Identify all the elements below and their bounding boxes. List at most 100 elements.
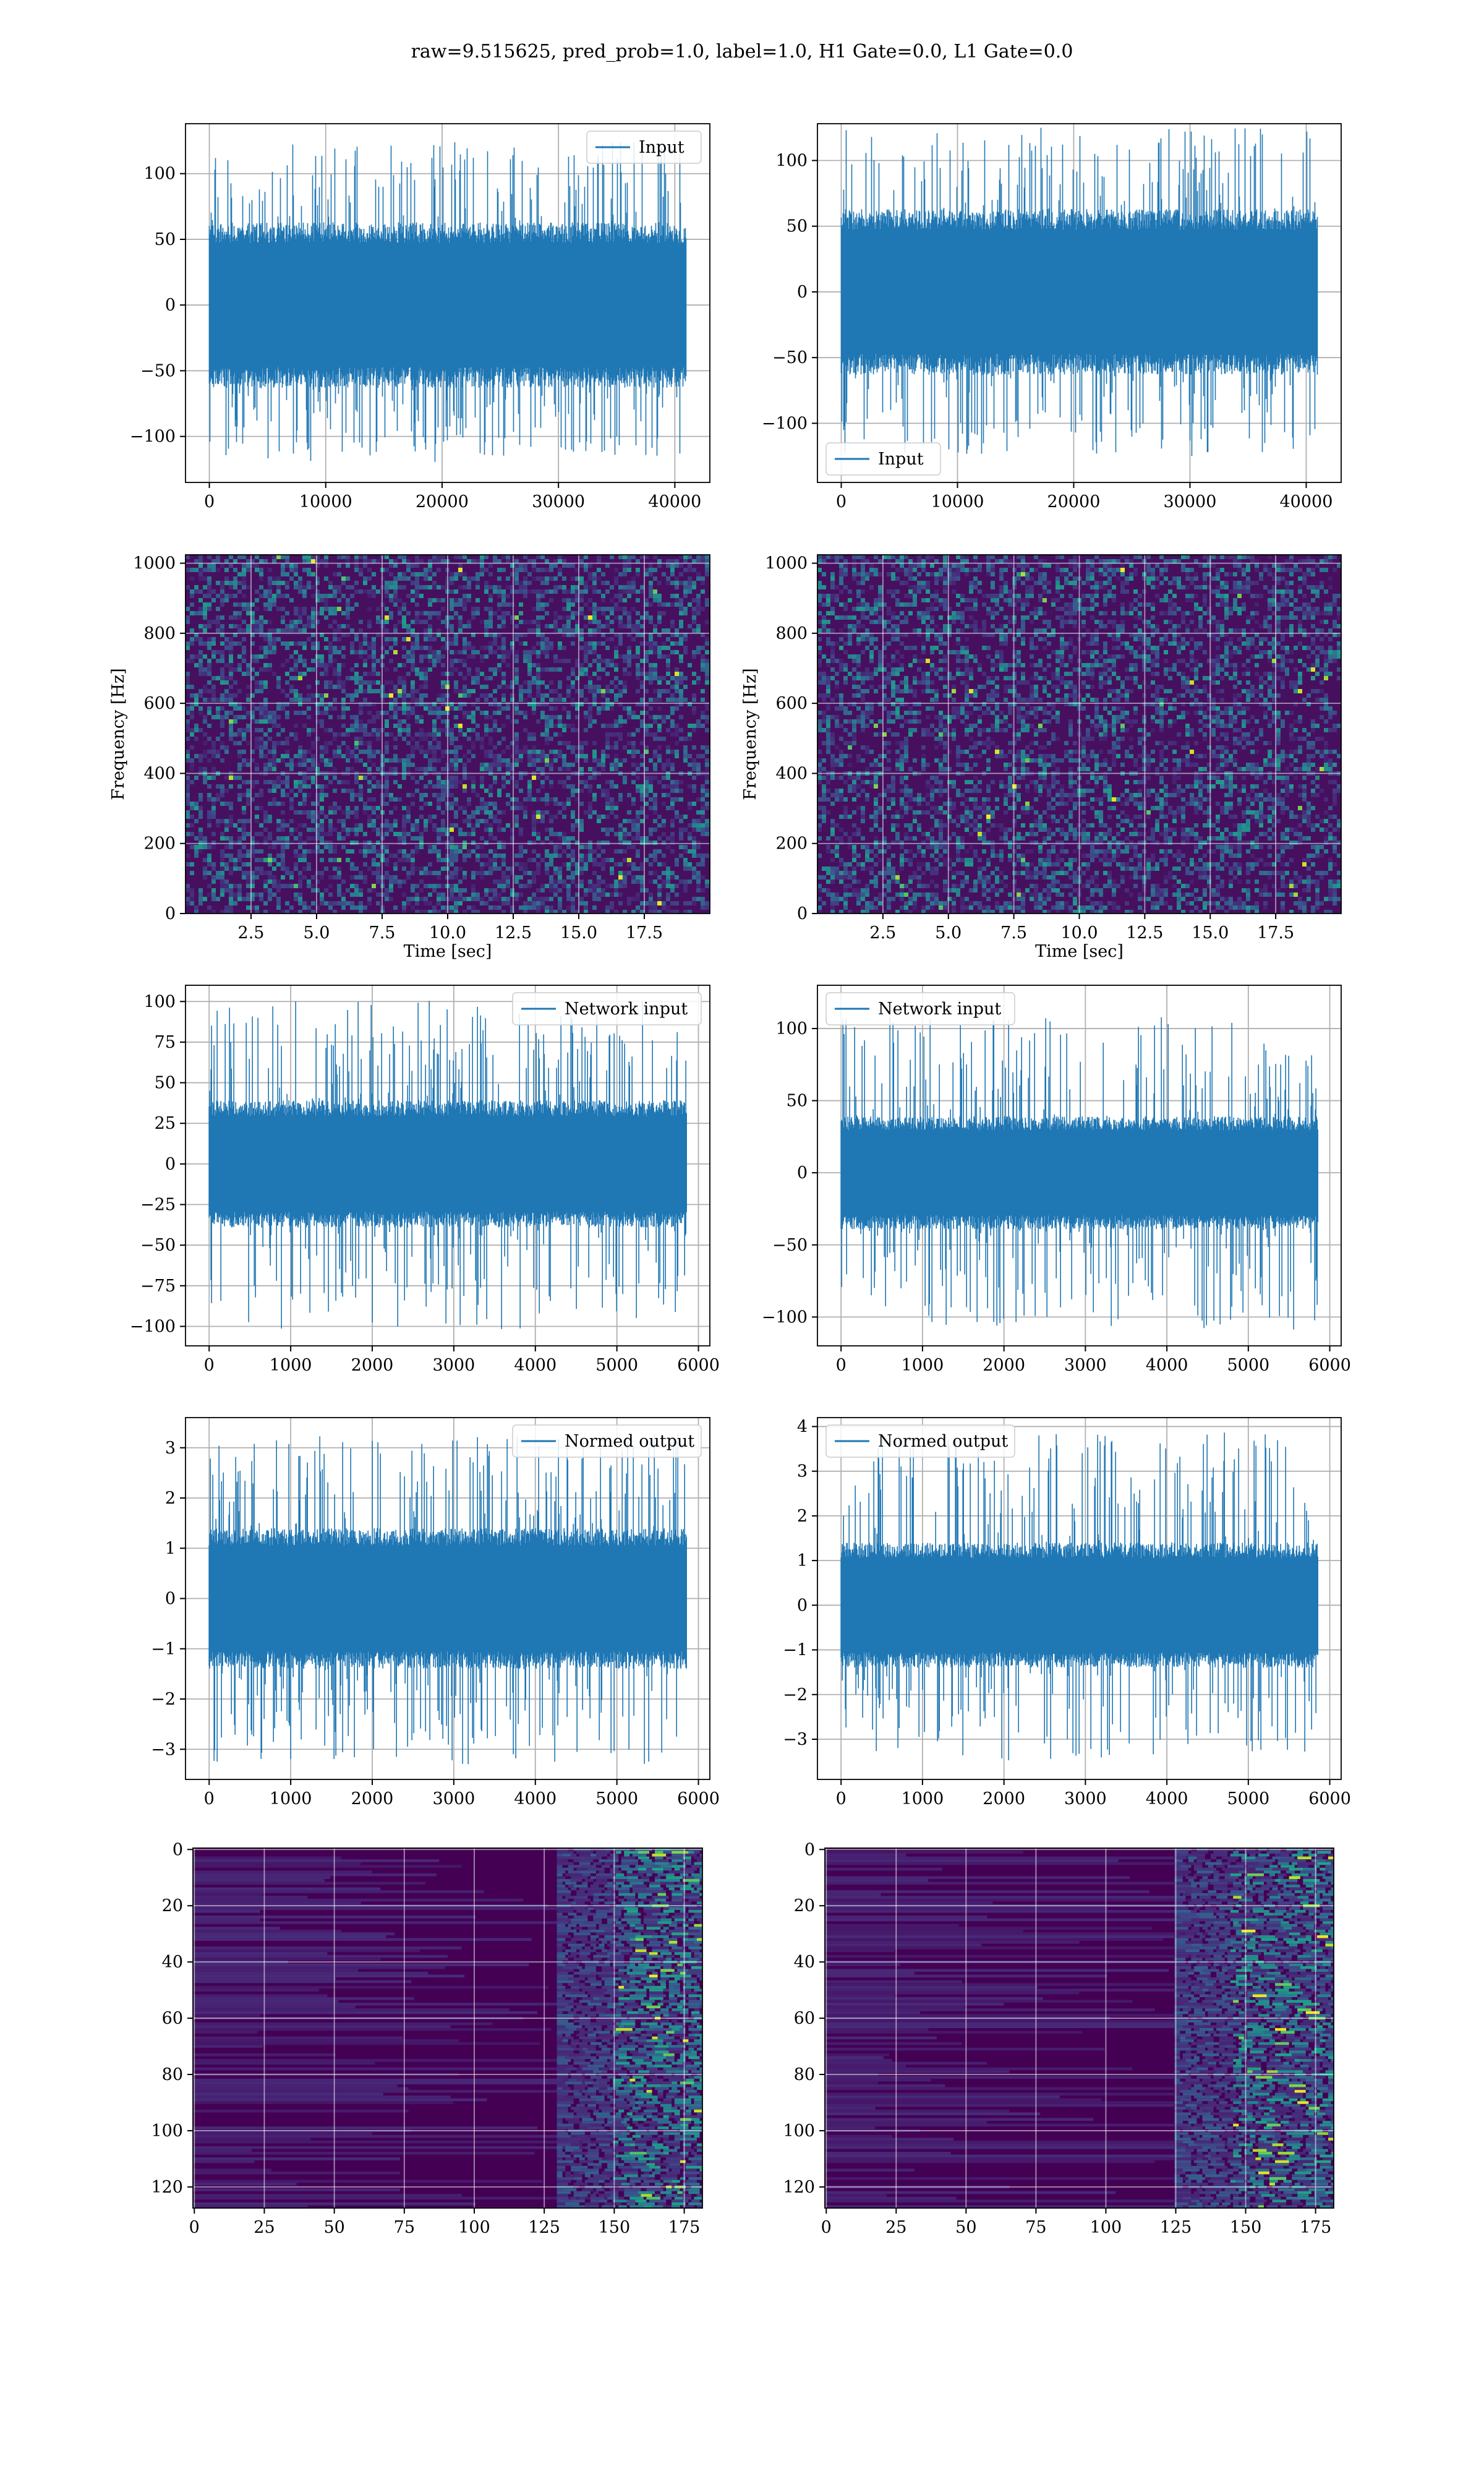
heatmap-cell: [406, 654, 411, 659]
heatmap-cell: [527, 589, 532, 594]
heatmap-cell: [359, 620, 363, 624]
heatmap-cell: [514, 637, 519, 641]
heatmap-cell: [372, 763, 376, 767]
heatmap-cell: [216, 754, 220, 758]
heatmap-cell: [207, 784, 211, 789]
heatmap-cell: [415, 745, 419, 750]
heatmap-cell: [540, 784, 545, 789]
heatmap-cell: [692, 581, 696, 585]
heatmap-cell: [428, 862, 432, 867]
heatmap-cell: [497, 880, 501, 884]
heatmap-cell: [501, 611, 506, 615]
heatmap-cell: [393, 737, 398, 741]
heatmap-cell: [670, 797, 675, 802]
heatmap-cell: [246, 793, 250, 797]
heatmap-cell: [627, 594, 631, 598]
heatmap-cell: [415, 901, 419, 905]
heatmap-cell: [510, 741, 514, 745]
heatmap-cell: [679, 654, 683, 659]
heatmap-cell: [385, 776, 389, 780]
heatmap-cell: [437, 650, 441, 654]
heatmap-cell: [610, 663, 614, 667]
heatmap-cell: [627, 624, 631, 628]
heatmap-cell: [393, 637, 398, 641]
heatmap-cell: [636, 672, 640, 676]
heatmap-cell: [627, 559, 631, 563]
heatmap-cell: [506, 650, 510, 654]
heatmap-cell: [432, 815, 437, 819]
heatmap-cell: [510, 754, 514, 758]
heatmap-cell: [549, 888, 553, 892]
heatmap-cell: [389, 615, 393, 620]
heatmap-cell: [302, 780, 307, 784]
heatmap-cell: [411, 858, 415, 862]
heatmap-cell: [666, 628, 670, 633]
heatmap-cell: [415, 698, 419, 702]
heatmap-cell: [592, 892, 597, 897]
heatmap-cell: [220, 581, 224, 585]
heatmap-cell: [627, 659, 631, 663]
heatmap-cell: [523, 641, 527, 646]
heatmap-cell: [237, 611, 242, 615]
heatmap-cell: [415, 615, 419, 620]
heatmap-cell: [575, 867, 579, 871]
heatmap-cell: [203, 741, 207, 745]
heatmap-cell: [705, 884, 709, 888]
heatmap-cell: [211, 693, 216, 698]
heatmap-cell: [471, 715, 475, 719]
heatmap-cell: [255, 745, 259, 750]
heatmap-cell: [510, 828, 514, 832]
heatmap-cell: [488, 741, 493, 745]
heatmap-cell: [302, 624, 307, 628]
heatmap-cell: [618, 572, 623, 576]
heatmap-cell: [229, 888, 233, 892]
heatmap-cell: [644, 745, 649, 750]
heatmap-cell: [566, 802, 571, 806]
heatmap-cell: [259, 858, 263, 862]
heatmap-cell: [501, 624, 506, 628]
heatmap-cell: [1164, 559, 1168, 563]
heatmap-cell: [683, 758, 688, 763]
heatmap-cell: [523, 715, 527, 719]
heatmap-cell: [207, 568, 211, 572]
heatmap-cell: [307, 867, 311, 871]
heatmap-cell: [229, 892, 233, 897]
heatmap-cell: [372, 810, 376, 815]
heatmap-cell: [558, 646, 562, 650]
heatmap-cell: [584, 905, 588, 910]
heatmap-cell: [320, 836, 324, 841]
heatmap-cell: [514, 615, 519, 620]
heatmap-cell: [458, 672, 463, 676]
heatmap-cell: [584, 867, 588, 871]
heatmap-cell: [220, 594, 224, 598]
heatmap-cell: [571, 698, 575, 702]
heatmap-cell: [328, 823, 333, 828]
heatmap-cell: [350, 797, 354, 802]
heatmap-cell: [328, 819, 333, 823]
heatmap-cell: [207, 641, 211, 646]
heatmap-cell: [701, 823, 705, 828]
heatmap-cell: [540, 810, 545, 815]
heatmap-cell: [398, 728, 402, 732]
heatmap-cell: [701, 897, 705, 901]
heatmap-cell: [510, 615, 514, 620]
heatmap-cell: [250, 797, 255, 802]
heatmap-cell: [268, 581, 272, 585]
heatmap-cell: [657, 724, 662, 728]
heatmap-cell: [506, 880, 510, 884]
heatmap-cell: [488, 607, 493, 611]
heatmap-cell: [276, 628, 281, 633]
heatmap-cell: [229, 724, 233, 728]
heatmap-cell: [194, 633, 198, 637]
heatmap-cell: [688, 563, 692, 568]
heatmap-cell: [450, 875, 454, 880]
heatmap-cell: [553, 845, 558, 849]
heatmap-cell: [367, 732, 372, 737]
heatmap-cell: [437, 711, 441, 715]
heatmap-cell: [696, 598, 701, 602]
heatmap-cell: [579, 589, 584, 594]
heatmap-cell: [575, 633, 579, 637]
heatmap-cell: [692, 802, 696, 806]
heatmap-cell: [662, 841, 666, 845]
heatmap-cell: [207, 892, 211, 897]
